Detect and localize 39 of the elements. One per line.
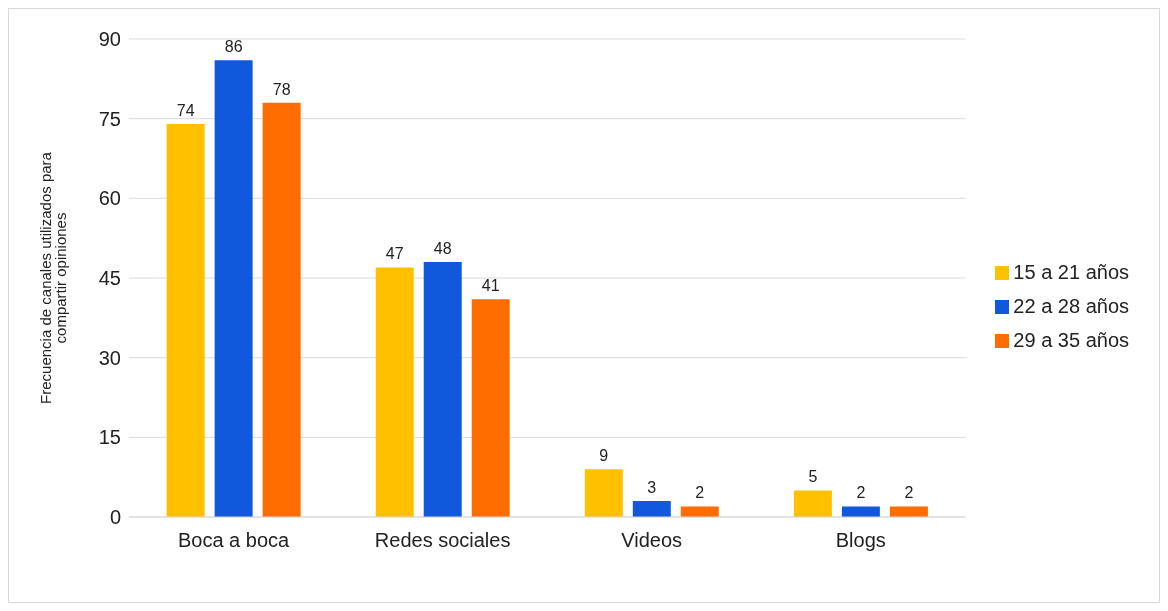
bar [375,267,414,517]
data-label: 5 [808,468,818,486]
bar [793,490,832,517]
data-label: 86 [224,38,243,56]
bar [166,123,205,517]
y-tick-label: 90 [98,28,121,51]
data-label: 41 [481,277,500,295]
data-label: 78 [272,80,291,98]
bar [841,506,880,517]
legend-label: 29 a 35 años [1013,328,1129,351]
y-axis-title: Frecuencia de canales utilizados para compartir opiniones [36,151,69,404]
y-tick-label: 75 [98,107,121,130]
x-tick-label: Blogs [835,529,886,552]
bar [584,469,623,517]
data-label: 47 [385,245,404,263]
x-tick-label: Boca a boca [177,529,291,552]
legend-label: 15 a 21 años [1013,260,1129,283]
bar [471,299,510,517]
y-tick-label: 45 [98,267,121,290]
data-label: 48 [433,240,452,258]
bar [680,506,719,517]
data-label: 74 [176,101,195,119]
y-tick-label: 15 [98,426,121,449]
bar [889,506,928,517]
bar [632,501,671,517]
bar [214,60,253,517]
y-tick-label: 0 [109,506,121,529]
legend-label: 22 a 28 años [1013,294,1129,317]
bar [423,262,462,517]
bar [262,102,301,517]
x-tick-label: Videos [621,529,683,552]
y-tick-label: 30 [98,346,121,369]
data-label: 9 [599,447,609,465]
data-label: 2 [856,484,866,502]
data-label: 3 [647,479,657,497]
data-label: 2 [904,484,914,502]
data-label: 2 [695,484,705,502]
y-tick-label: 60 [98,187,121,210]
x-tick-label: Redes sociales [374,529,511,552]
